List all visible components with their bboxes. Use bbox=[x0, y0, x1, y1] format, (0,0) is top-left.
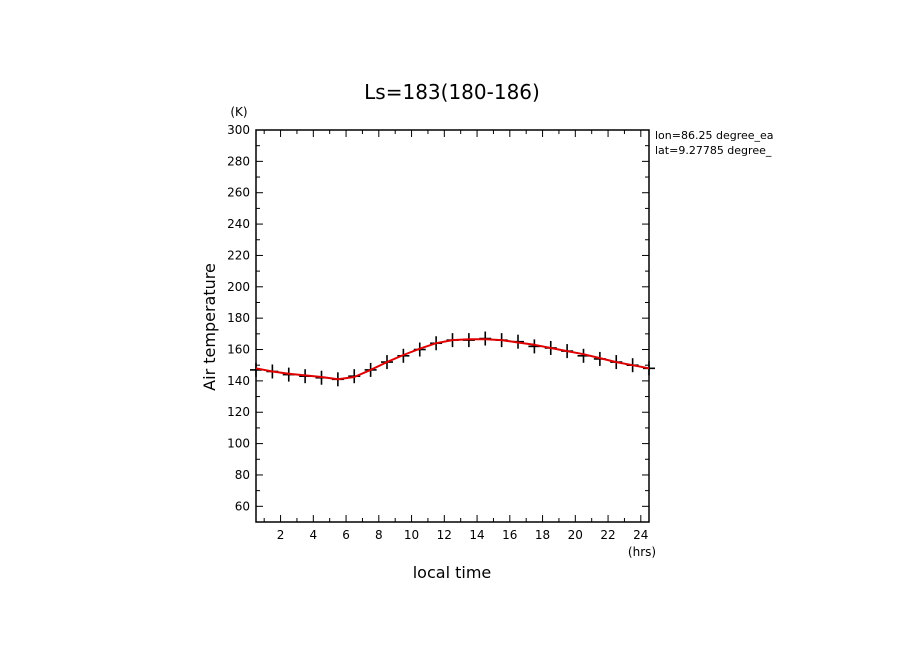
y-tick-label: 140 bbox=[227, 374, 250, 388]
chart-title: Ls=183(180-186) bbox=[364, 80, 540, 104]
y-tick-label: 200 bbox=[227, 280, 250, 294]
y-tick-label: 160 bbox=[227, 343, 250, 357]
y-tick-label: 80 bbox=[235, 468, 250, 482]
x-tick-label: 14 bbox=[469, 528, 484, 542]
x-tick-label: 4 bbox=[309, 528, 317, 542]
x-tick-label: 2 bbox=[277, 528, 285, 542]
y-tick-label: 100 bbox=[227, 437, 250, 451]
x-tick-label: 8 bbox=[375, 528, 383, 542]
fit-line-path bbox=[255, 338, 650, 381]
x-axis-ticks: 2 4 6 8 10 12 14 16 18 20 22 24 bbox=[263, 130, 648, 542]
x-tick-label: 6 bbox=[342, 528, 350, 542]
plot-frame bbox=[255, 129, 650, 523]
y-tick-label: 300 bbox=[227, 123, 250, 137]
x-tick-label: 16 bbox=[502, 528, 517, 542]
y-tick-label: 120 bbox=[227, 405, 250, 419]
x-axis-label: local time bbox=[413, 563, 492, 582]
x-tick-label: 10 bbox=[404, 528, 419, 542]
y-unit-label: (K) bbox=[230, 105, 247, 119]
fitted-line bbox=[255, 338, 650, 381]
y-tick-label: 280 bbox=[227, 154, 250, 168]
x-tick-label: 18 bbox=[535, 528, 550, 542]
y-tick-label: 180 bbox=[227, 311, 250, 325]
annotation-lat: lat=9.27785 degree_ bbox=[655, 144, 772, 157]
annotation-lon: lon=86.25 degree_ea bbox=[655, 129, 774, 142]
x-tick-label: 20 bbox=[568, 528, 583, 542]
y-tick-label: 260 bbox=[227, 186, 250, 200]
x-tick-label: 24 bbox=[633, 528, 648, 542]
y-axis-label: Air temperature bbox=[200, 263, 219, 391]
x-unit-label: (hrs) bbox=[628, 545, 656, 559]
y-tick-label: 240 bbox=[227, 217, 250, 231]
x-tick-label: 12 bbox=[437, 528, 452, 542]
y-tick-label: 60 bbox=[235, 499, 250, 513]
y-axis-ticks: 60 80 100 120 140 160 180 200 220 240 260 280 300 bbox=[227, 123, 649, 523]
x-tick-label: 22 bbox=[600, 528, 615, 542]
y-tick-label: 220 bbox=[227, 248, 250, 262]
